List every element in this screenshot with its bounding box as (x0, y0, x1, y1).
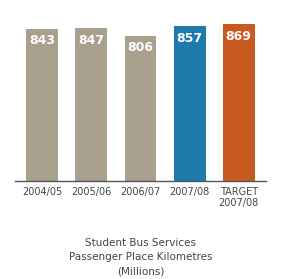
Bar (26, 29, 58, 181)
Text: 806: 806 (128, 41, 153, 54)
Bar (223, 24, 255, 181)
Text: 857: 857 (176, 32, 203, 45)
Text: Student Bus Services
Passenger Place Kilometres
(Millions): Student Bus Services Passenger Place Kil… (69, 238, 212, 276)
Bar (174, 27, 205, 181)
Bar (124, 36, 157, 181)
Text: 869: 869 (226, 30, 251, 43)
Text: 847: 847 (78, 33, 105, 47)
Text: 843: 843 (29, 34, 55, 47)
Bar (76, 28, 107, 181)
